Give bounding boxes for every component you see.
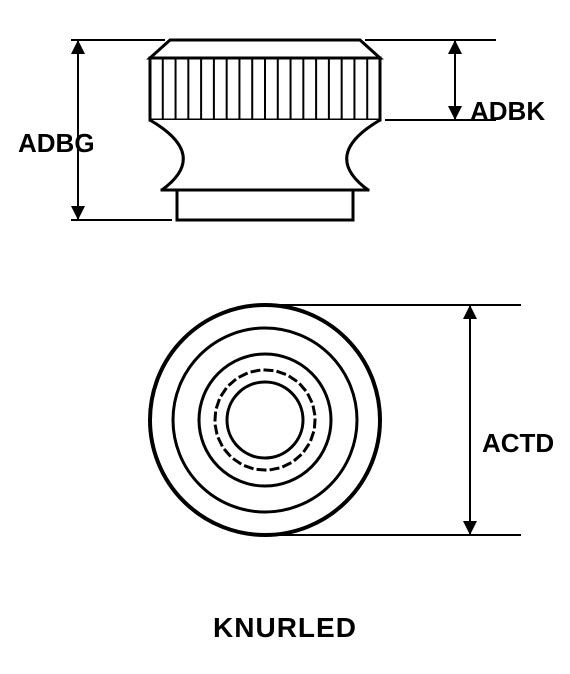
label-adbk: ADBK	[470, 96, 545, 127]
label-actd: ACTD	[482, 428, 554, 459]
label-adbg: ADBG	[18, 128, 95, 159]
diagram-page: ADBG ADBK ACTD KNURLED	[0, 0, 570, 674]
figure-caption: KNURLED	[0, 612, 570, 644]
